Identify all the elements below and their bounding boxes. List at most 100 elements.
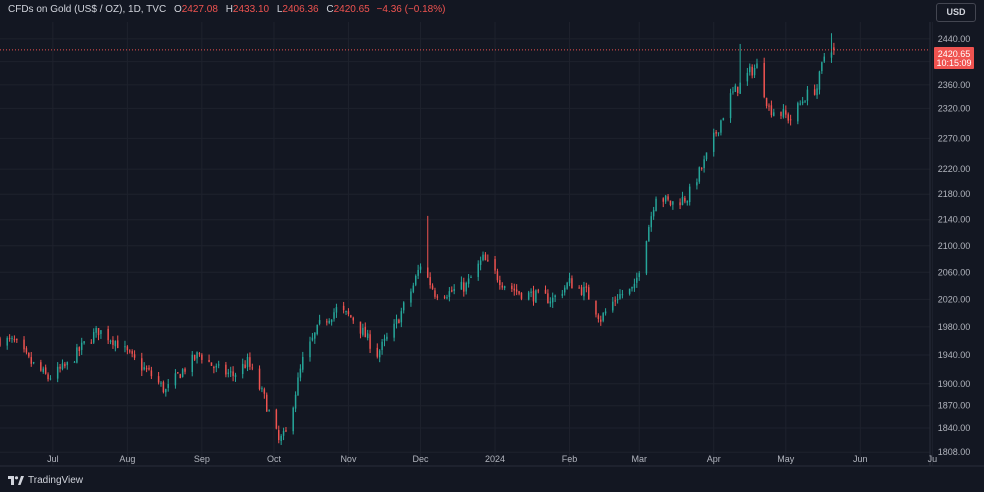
candle[interactable] <box>645 240 648 276</box>
candle[interactable] <box>232 366 234 382</box>
candle[interactable] <box>309 336 311 362</box>
candle[interactable] <box>547 289 549 304</box>
candle[interactable] <box>780 111 782 120</box>
candle[interactable] <box>749 63 751 76</box>
candle[interactable] <box>217 360 220 369</box>
candle[interactable] <box>417 264 419 280</box>
candle[interactable] <box>28 352 30 359</box>
candle[interactable] <box>261 386 263 393</box>
candle[interactable] <box>23 336 25 353</box>
candle[interactable] <box>8 334 11 342</box>
candle[interactable] <box>633 278 636 292</box>
candle[interactable] <box>109 339 112 345</box>
candle[interactable] <box>177 371 179 374</box>
candle[interactable] <box>174 369 177 389</box>
candle[interactable] <box>700 167 703 171</box>
candle[interactable] <box>429 272 431 289</box>
candle[interactable] <box>566 281 568 290</box>
candle[interactable] <box>133 350 136 361</box>
candle[interactable] <box>335 303 338 318</box>
candle[interactable] <box>746 67 749 86</box>
candle[interactable] <box>515 284 518 296</box>
candle[interactable] <box>362 323 364 337</box>
candle[interactable] <box>410 288 412 307</box>
candle[interactable] <box>366 329 369 341</box>
candle[interactable] <box>467 273 470 288</box>
candle[interactable] <box>638 271 640 281</box>
candle[interactable] <box>350 314 352 318</box>
candle[interactable] <box>333 308 335 322</box>
candle[interactable] <box>597 313 600 323</box>
candle[interactable] <box>78 346 81 357</box>
candle[interactable] <box>751 64 753 79</box>
candle[interactable] <box>698 166 701 184</box>
candle[interactable] <box>427 215 429 279</box>
candle[interactable] <box>739 43 741 95</box>
candle[interactable] <box>201 353 203 364</box>
candle[interactable] <box>465 281 467 295</box>
candle[interactable] <box>549 297 552 308</box>
candle[interactable] <box>568 272 571 287</box>
time-axis[interactable]: Jul Aug Sep Oct Nov Dec 2024 Feb Mar Apr May Jun Ju <box>47 454 937 464</box>
candle[interactable] <box>208 354 210 363</box>
candle[interactable] <box>16 338 18 343</box>
candle[interactable] <box>813 84 816 96</box>
candle[interactable] <box>648 224 650 242</box>
candle[interactable] <box>686 200 689 206</box>
candle[interactable] <box>215 363 218 373</box>
candle[interactable] <box>448 287 451 302</box>
candle[interactable] <box>763 57 765 99</box>
candle[interactable] <box>463 277 465 297</box>
candle[interactable] <box>537 288 540 294</box>
candle[interactable] <box>61 359 64 371</box>
candle[interactable] <box>578 285 580 289</box>
candle[interactable] <box>66 361 69 370</box>
candle[interactable] <box>756 58 758 69</box>
candle[interactable] <box>619 289 621 300</box>
candle[interactable] <box>717 132 720 137</box>
candle[interactable] <box>487 254 489 262</box>
candle[interactable] <box>6 336 8 350</box>
candle[interactable] <box>126 345 129 355</box>
candle[interactable] <box>799 100 801 106</box>
candle[interactable] <box>782 104 785 119</box>
candle[interactable] <box>482 251 484 262</box>
candle[interactable] <box>141 352 143 377</box>
candle[interactable] <box>604 308 607 316</box>
candle[interactable] <box>479 256 482 271</box>
candle[interactable] <box>402 301 405 314</box>
candle[interactable] <box>241 358 244 379</box>
candle[interactable] <box>631 286 633 292</box>
candle[interactable] <box>830 33 833 63</box>
candle[interactable] <box>47 372 49 382</box>
candle[interactable] <box>278 425 280 444</box>
candle[interactable] <box>181 368 184 378</box>
candle[interactable] <box>431 283 434 290</box>
candle[interactable] <box>162 380 165 394</box>
candle[interactable] <box>499 275 501 290</box>
candle[interactable] <box>667 193 669 202</box>
candle[interactable] <box>100 330 102 339</box>
candle[interactable] <box>484 252 487 261</box>
candle[interactable] <box>563 285 566 296</box>
candle[interactable] <box>571 275 573 289</box>
candle[interactable] <box>554 294 556 302</box>
candle[interactable] <box>213 365 215 374</box>
candle[interactable] <box>398 318 400 324</box>
candle[interactable] <box>530 288 532 298</box>
candle[interactable] <box>157 371 160 385</box>
candle[interactable] <box>229 366 232 377</box>
candle[interactable] <box>477 260 479 281</box>
candle[interactable] <box>470 275 472 279</box>
candle[interactable] <box>770 100 773 118</box>
candle[interactable] <box>112 336 114 349</box>
price-axis[interactable]: 2440.002400.002360.002320.002270.002220.… <box>938 34 971 457</box>
candle[interactable] <box>193 354 196 361</box>
candle[interactable] <box>249 352 251 370</box>
candle[interactable] <box>436 294 439 301</box>
symbol-title[interactable]: CFDs on Gold (US$ / OZ), 1D, TVC <box>8 4 167 15</box>
candle[interactable] <box>184 367 186 375</box>
candle[interactable] <box>285 426 287 433</box>
candle[interactable] <box>352 316 355 324</box>
candle[interactable] <box>720 119 722 136</box>
